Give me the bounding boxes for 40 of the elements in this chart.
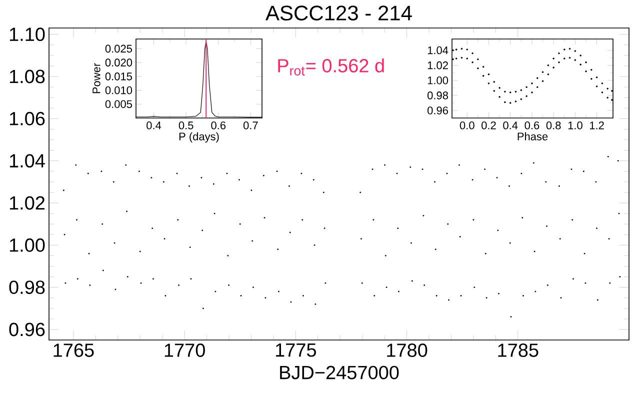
x-tick-label: 1.0 [568,122,582,130]
y-tick-label: 0.010 [105,86,132,94]
x-tick-label: 1780 [387,344,428,357]
y-tick-label: 1.10 [10,28,45,42]
chart-title: ASCC123 - 214 [266,6,412,20]
y-tick-label: 0.98 [428,92,448,100]
y-tick-label: 1.02 [10,196,45,210]
y-tick-label: 1.04 [428,46,448,54]
x-tick-label: 0.4 [503,122,518,130]
y-tick-label: 1.02 [428,61,448,70]
x-tick-label: 0.5 [178,122,194,130]
x-tick-label: 1765 [54,344,94,357]
y-tick-label: 1.00 [428,76,448,84]
y-tick-label: 0.020 [105,58,132,66]
y-tick-label: 0.005 [105,100,132,108]
x-tick-label: 1785 [498,344,538,357]
x-tick-label: 1770 [164,344,205,357]
x-axis-title: BJD−2457000 [280,366,399,380]
x-axis-title: Phase [518,132,548,140]
x-tick-label: 1.2 [590,122,604,130]
x-tick-label: 0.6 [524,122,540,130]
x-tick-label: 0.4 [146,122,162,130]
x-tick-label: 0.0 [460,122,474,130]
y-tick-label: 0.015 [105,72,132,80]
y-tick-label: 1.00 [10,238,45,252]
y-tick-label: 0.96 [9,322,45,336]
annotation: P$_{rot}$= 0.562 d [278,58,384,76]
y-axis-title: Power [92,63,100,94]
x-axis-title: P (days) [179,132,219,143]
x-tick-label: 0.6 [211,122,226,130]
y-tick-label: 1.04 [10,154,45,168]
y-tick-label: 1.08 [10,70,45,84]
x-tick-label: 0.2 [482,122,496,130]
x-tick-label: 0.8 [546,122,561,130]
y-tick-label: 0.025 [105,44,132,53]
y-tick-label: 0.96 [428,106,448,114]
y-tick-label: 1.06 [10,112,45,126]
y-tick-label: 0.98 [9,280,45,294]
x-tick-label: 0.7 [243,122,258,130]
x-tick-label: 1775 [276,344,316,357]
